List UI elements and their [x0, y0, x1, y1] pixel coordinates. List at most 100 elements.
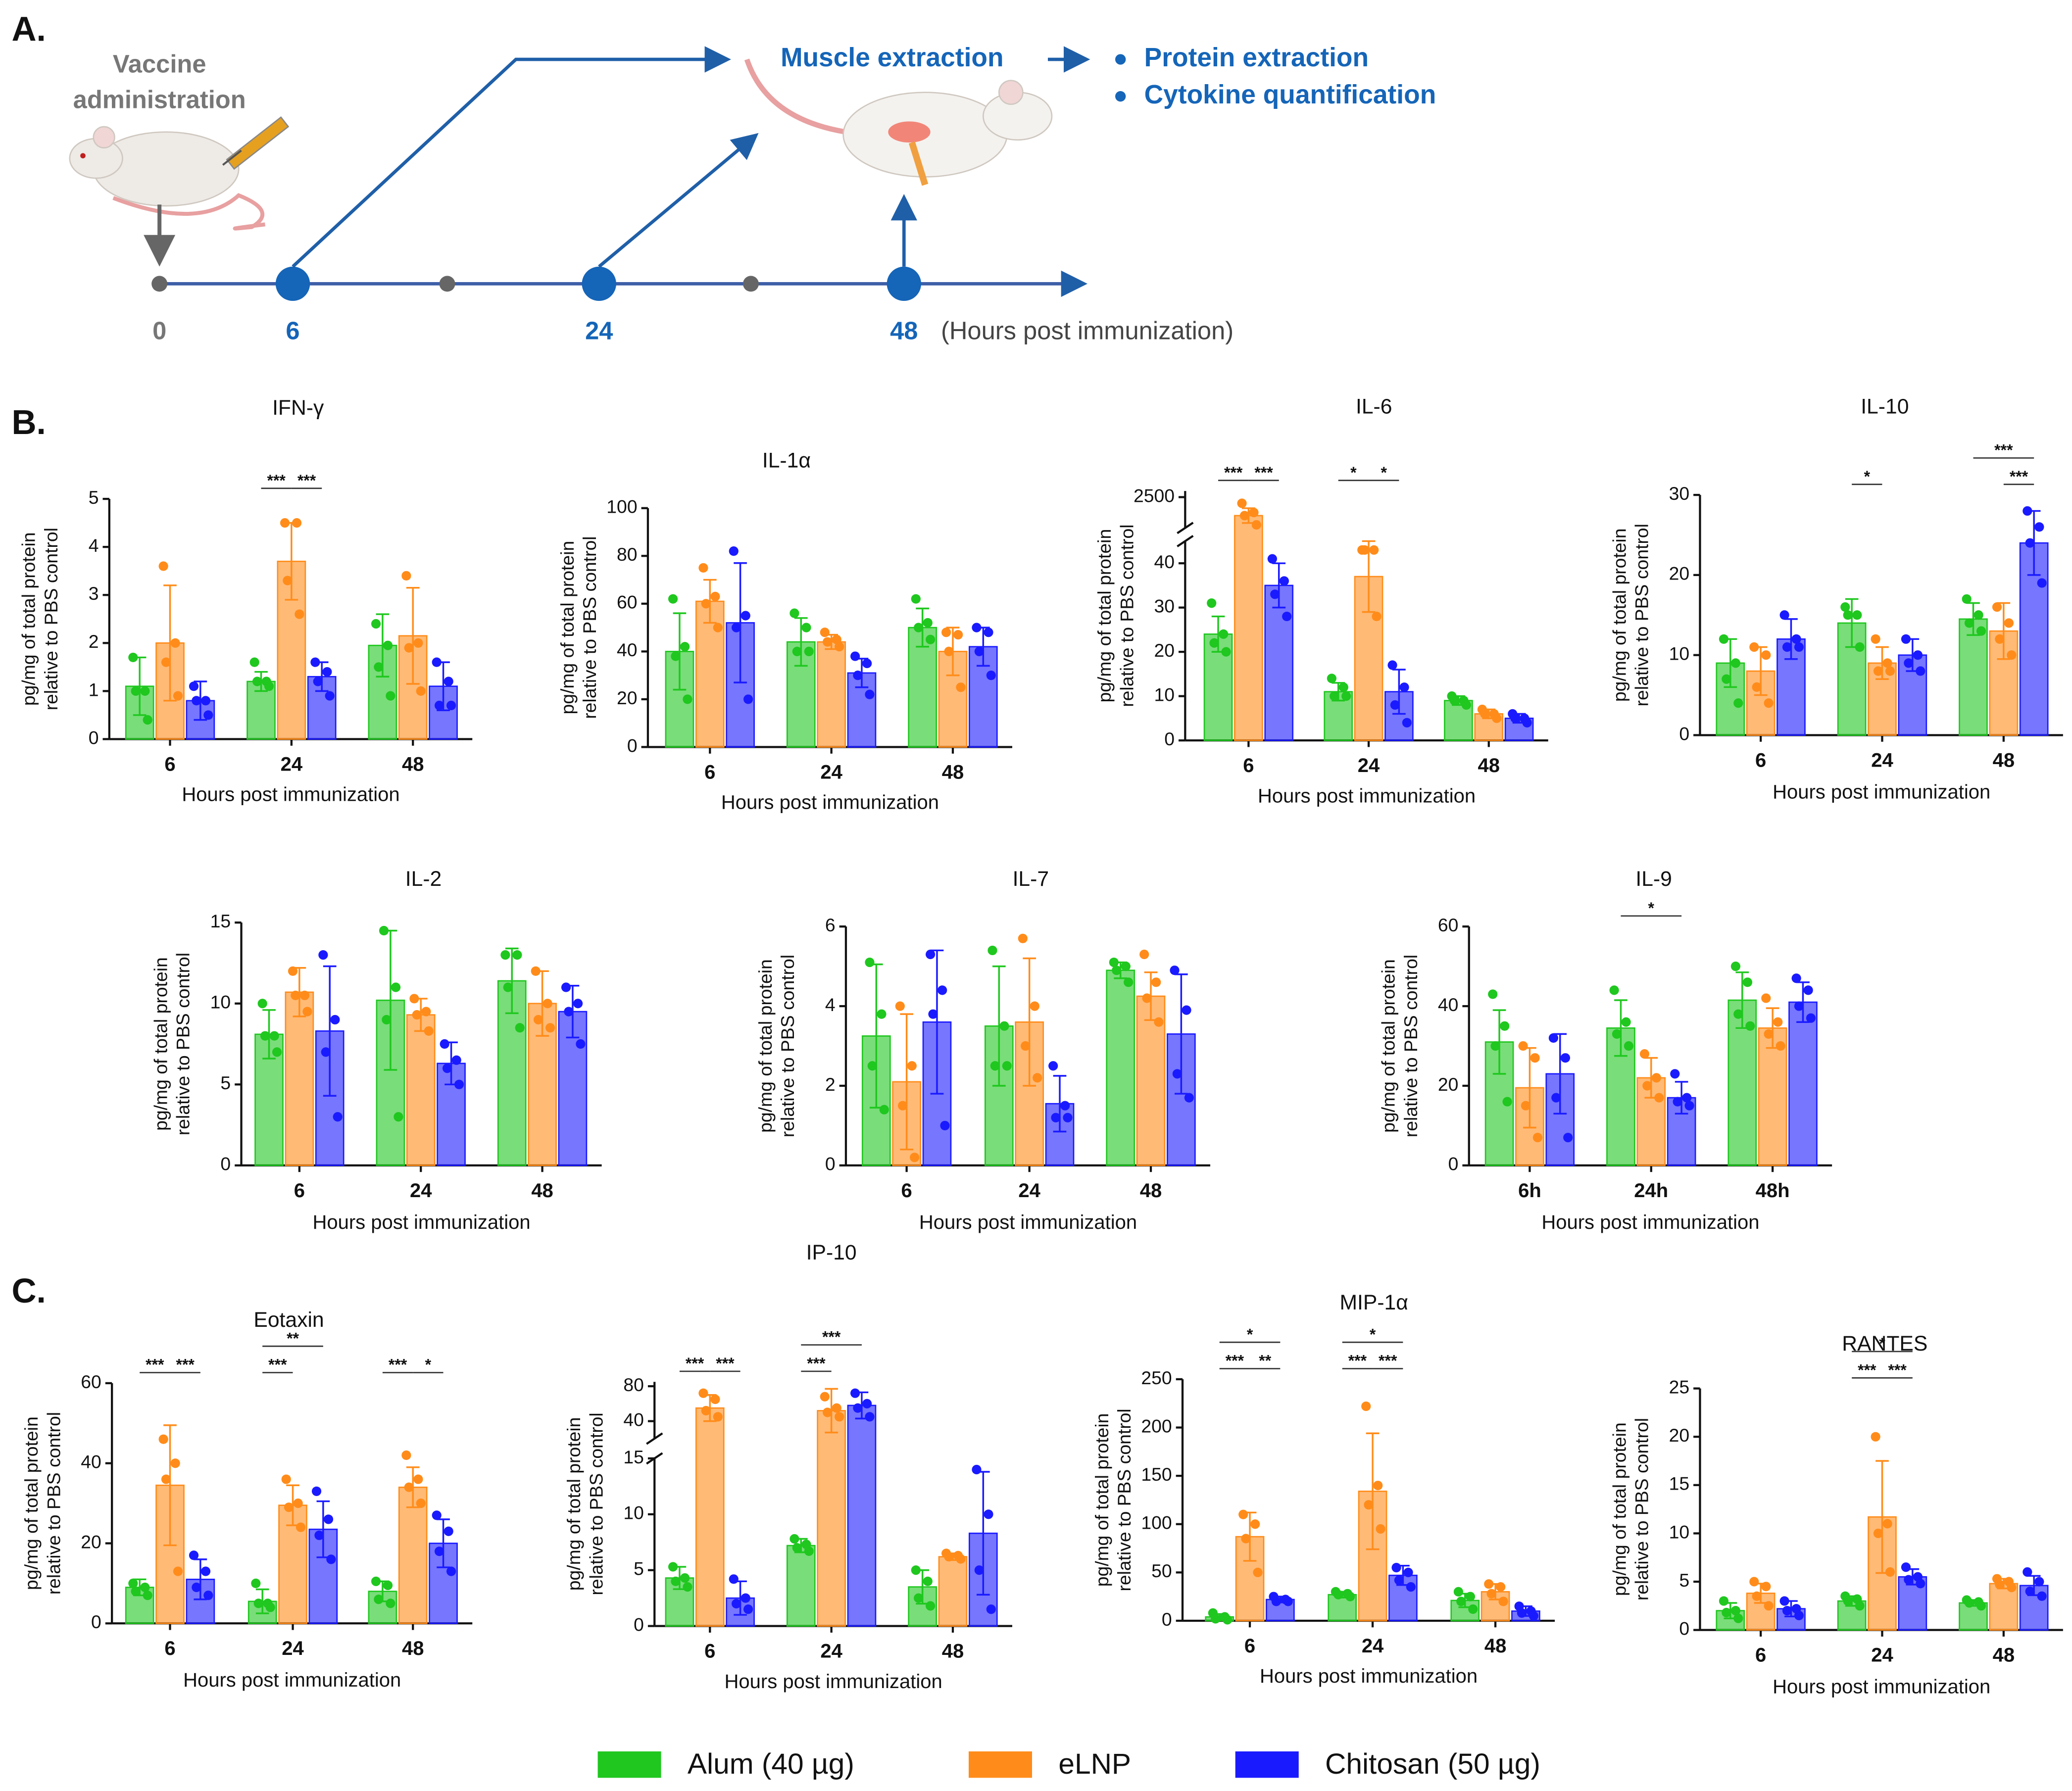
data-point	[432, 1510, 442, 1520]
x-tick-label: 6	[1243, 755, 1254, 776]
y-tick-label: 200	[1141, 1415, 1172, 1436]
significance-label: **	[1259, 1352, 1271, 1370]
x-axis-label: Hours post immunization	[1541, 1211, 1759, 1233]
data-point	[128, 652, 138, 663]
data-point	[1913, 650, 1923, 660]
error-bar	[505, 947, 519, 1015]
data-point	[1522, 718, 1532, 727]
data-point	[1282, 611, 1292, 622]
data-point	[1973, 610, 1983, 620]
data-point	[853, 1403, 863, 1413]
y-tick-label: 5	[220, 1072, 231, 1093]
data-point	[1560, 1053, 1571, 1063]
data-point	[804, 1546, 814, 1556]
data-point	[1548, 1033, 1559, 1043]
y-axis-label: pg/mg of total protein	[1609, 1422, 1629, 1596]
y-axis-label: pg/mg of total protein	[563, 1417, 584, 1591]
data-point	[1885, 666, 1895, 676]
data-point	[1719, 634, 1729, 644]
data-point	[911, 1565, 921, 1575]
data-point	[444, 677, 453, 686]
chart-title: IP-10	[806, 1241, 857, 1264]
y-axis-label: pg/mg of total protein	[557, 541, 578, 715]
significance-label: *	[1247, 1325, 1253, 1343]
data-point	[413, 1474, 423, 1484]
data-point	[189, 1550, 199, 1560]
data-point	[789, 1534, 799, 1544]
y-tick-label: 15	[1669, 1473, 1690, 1494]
y-tick-label: 0	[627, 735, 638, 756]
data-point	[941, 628, 951, 637]
data-point	[1529, 1611, 1539, 1621]
data-point	[953, 629, 963, 640]
diagram-text: administration	[73, 86, 246, 114]
y-tick-label: 50	[1151, 1560, 1172, 1581]
data-point	[910, 1153, 920, 1162]
error-bar	[794, 617, 808, 667]
data-point	[862, 1399, 872, 1408]
data-point	[1490, 1041, 1500, 1051]
data-point	[404, 1482, 414, 1492]
data-point	[683, 694, 692, 704]
data-point	[170, 1458, 180, 1468]
data-point	[1761, 1582, 1771, 1592]
data-point	[926, 1601, 936, 1611]
chart-title: IL-1α	[762, 449, 811, 473]
error-bar	[1023, 957, 1036, 1087]
data-point	[2034, 1577, 2044, 1587]
y-axis-label: pg/mg of total protein	[21, 1416, 42, 1590]
data-point	[1904, 658, 1914, 668]
panel-label: C.	[11, 1271, 46, 1310]
data-point	[1779, 1596, 1789, 1606]
error-bar	[1366, 1432, 1380, 1550]
y-tick-label: 250	[1141, 1367, 1172, 1388]
data-point	[1391, 1562, 1401, 1573]
data-point	[1253, 1567, 1263, 1577]
data-point	[1551, 1093, 1561, 1103]
bar	[786, 1545, 816, 1627]
data-point	[1461, 700, 1472, 710]
bar	[406, 1014, 436, 1166]
data-point	[203, 710, 213, 720]
y-axis-label: pg/mg of total protein	[1609, 528, 1629, 702]
y-tick-label: 40	[617, 639, 638, 660]
y-tick-label: 5	[89, 487, 99, 508]
data-point	[500, 950, 510, 960]
data-point	[512, 950, 522, 960]
data-point	[1752, 682, 1762, 692]
data-point	[1992, 602, 2002, 612]
data-point	[323, 1514, 334, 1524]
x-tick-label: 24	[1871, 1645, 1893, 1666]
data-point	[1563, 1132, 1573, 1143]
bar	[817, 1410, 846, 1627]
data-point	[131, 1586, 141, 1597]
data-point	[680, 1573, 690, 1583]
data-point	[573, 999, 583, 1009]
x-axis-label: Hours post immunization	[1258, 785, 1476, 807]
data-point	[1402, 718, 1412, 727]
data-point	[434, 700, 444, 711]
data-point	[1843, 1596, 1853, 1606]
data-point	[1722, 674, 1731, 684]
data-point	[1330, 691, 1339, 701]
data-point	[907, 1061, 917, 1071]
data-point	[937, 985, 947, 995]
data-point	[1364, 1500, 1374, 1510]
data-point	[446, 1566, 456, 1576]
data-point	[680, 642, 690, 652]
chart-title: IL-7	[1013, 867, 1049, 891]
data-point	[424, 1026, 434, 1036]
data-point	[310, 657, 320, 667]
y-axis-label: relative to PBS control	[1631, 1418, 1652, 1600]
data-point	[1761, 993, 1771, 1003]
x-tick-label: 48	[531, 1180, 553, 1202]
data-point	[879, 1105, 889, 1114]
y-tick-label: 40	[1438, 994, 1459, 1015]
bar	[665, 651, 694, 748]
data-point	[1500, 1021, 1510, 1031]
axis-break	[1177, 522, 1194, 534]
data-point	[944, 1552, 954, 1562]
data-point	[1670, 1069, 1680, 1079]
data-point	[1976, 626, 1986, 636]
